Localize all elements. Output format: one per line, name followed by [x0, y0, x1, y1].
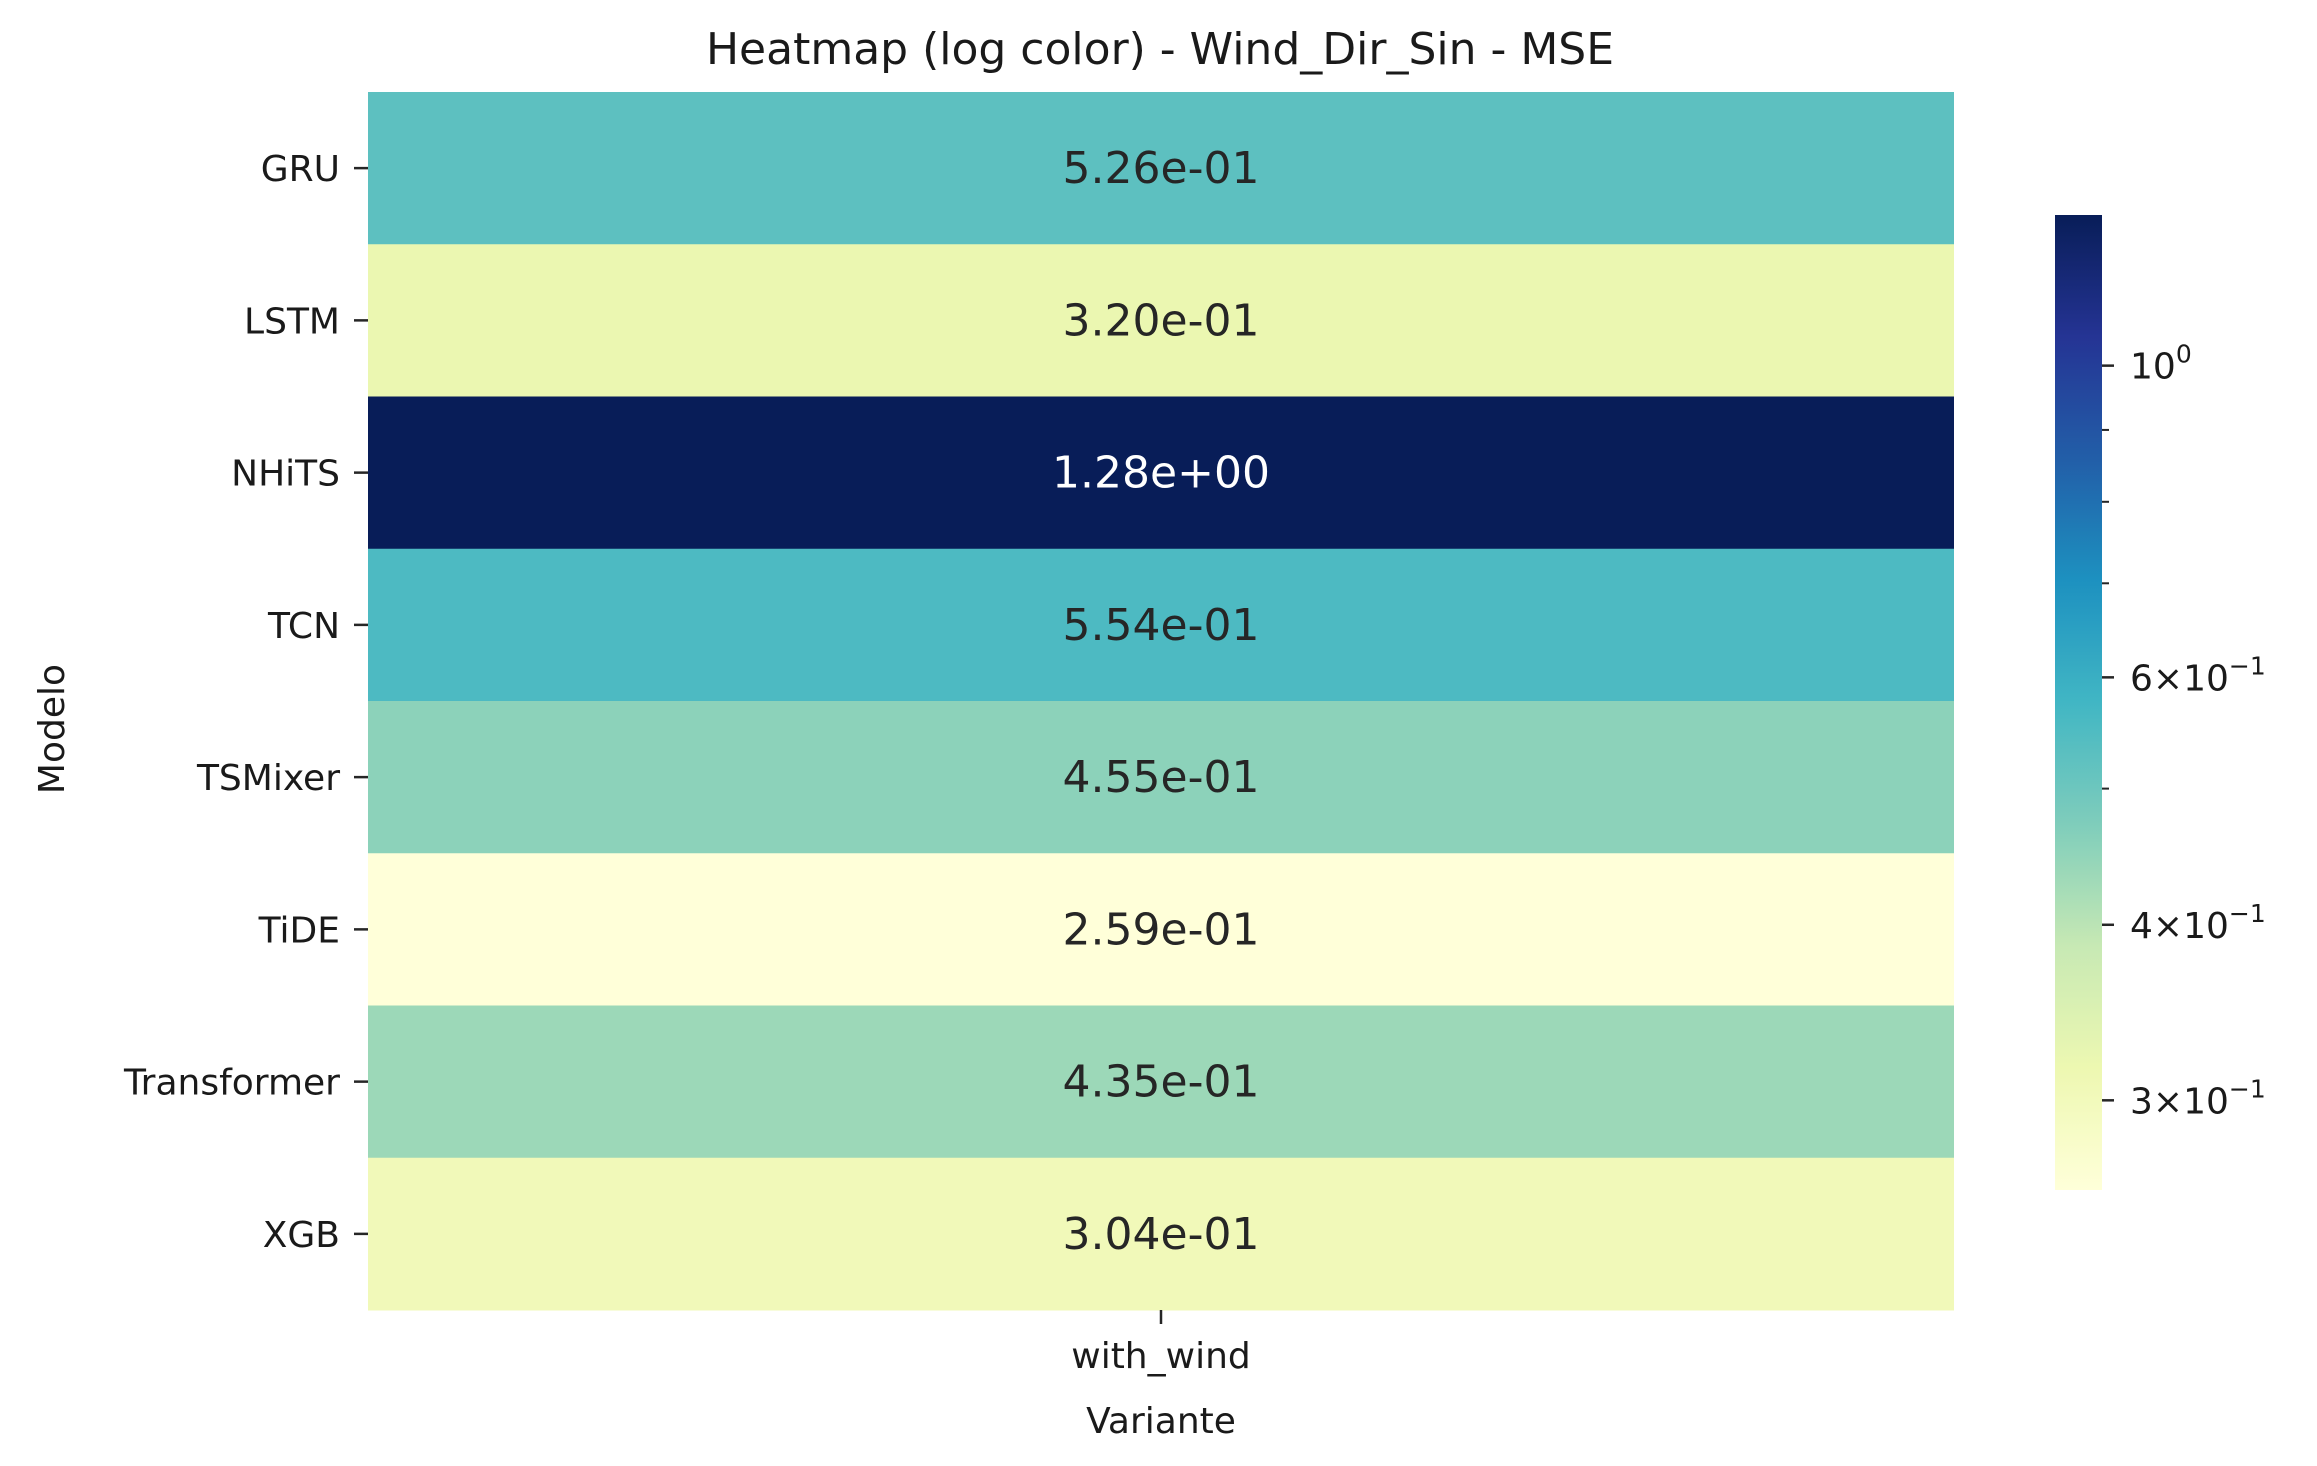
cell-value-label: 5.26e-01	[1063, 143, 1260, 194]
heatmap-cells: 5.26e-01 3.20e-01 1.28e+00 5.54e-01 4.55e-01…	[368, 92, 1954, 1311]
heatmap-cell	[368, 244, 1954, 397]
y-tick-label: XGB	[263, 1215, 340, 1256]
heatmap-cell	[368, 701, 1954, 854]
colorbar: 100 6×10−1 4×10−1 3×10−1	[2055, 215, 2266, 1190]
y-tick-label: TCN	[267, 606, 340, 647]
heatmap-cell	[368, 548, 1954, 702]
y-tick-label: LSTM	[244, 301, 340, 342]
colorbar-gradient	[2055, 215, 2102, 1190]
cell-value-label: 3.04e-01	[1063, 1209, 1260, 1260]
y-tick-label: TSMixer	[196, 758, 340, 799]
cell-value-label: 4.35e-01	[1063, 1057, 1260, 1108]
heatmap-cell	[368, 853, 1954, 1006]
colorbar-tick-label: 3×10−1	[2130, 1074, 2266, 1122]
y-tick-label: Transformer	[123, 1063, 340, 1104]
cell-value-label: 5.54e-01	[1063, 600, 1260, 651]
x-axis-label: Variante	[1086, 1401, 1236, 1442]
y-axis: GRU LSTM NHiTS TCN TSMixer TiDE Transformer XGB	[123, 149, 368, 1256]
heatmap-cell	[368, 1005, 1954, 1159]
cell-value-label: 2.59e-01	[1063, 904, 1260, 955]
cell-value-label: 4.55e-01	[1063, 752, 1260, 803]
heatmap-cell	[368, 92, 1954, 245]
cell-value-label: 3.20e-01	[1063, 295, 1260, 346]
x-axis: with_wind	[1071, 1310, 1251, 1377]
x-tick-label: with_wind	[1071, 1336, 1251, 1377]
heatmap-cell	[368, 396, 1954, 550]
chart-title: Heatmap (log color) - Wind_Dir_Sin - MSE	[706, 24, 1614, 75]
colorbar-tick-label: 100	[2130, 340, 2192, 388]
cell-value-label: 1.28e+00	[1052, 448, 1270, 499]
y-tick-label: TiDE	[258, 910, 340, 951]
colorbar-tick-label: 4×10−1	[2130, 899, 2266, 947]
y-tick-label: GRU	[261, 149, 340, 190]
colorbar-tick-label: 6×10−1	[2130, 651, 2266, 699]
y-axis-label: Modelo	[32, 664, 73, 794]
heatmap-cell	[368, 1157, 1954, 1311]
y-tick-label: NHiTS	[231, 454, 340, 495]
